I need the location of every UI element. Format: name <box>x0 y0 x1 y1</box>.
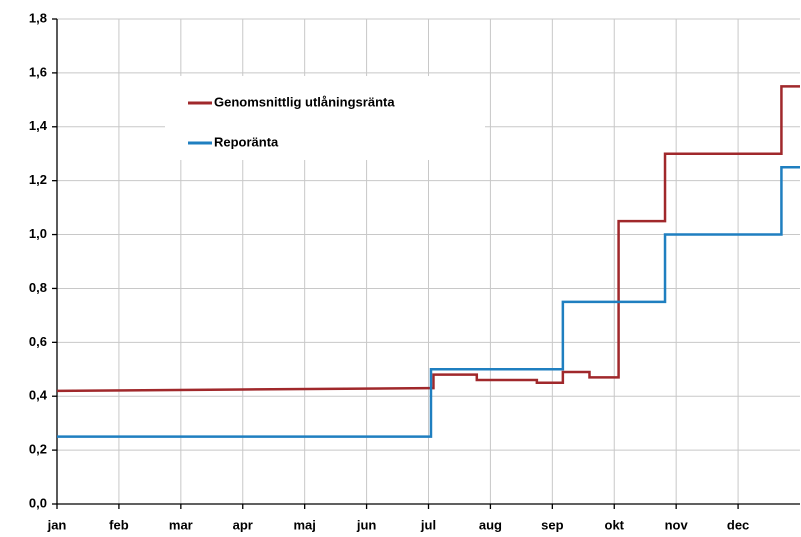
y-tick-label: 0,4 <box>29 388 48 403</box>
legend-label: Genomsnittlig utlåningsränta <box>214 94 395 109</box>
y-tick-label: 1,4 <box>29 118 48 133</box>
y-tick-label: 1,0 <box>29 226 47 241</box>
x-tick-label: jan <box>47 517 67 532</box>
x-tick-label: jul <box>420 517 436 532</box>
x-tick-label: sep <box>541 517 563 532</box>
y-tick-label: 1,8 <box>29 10 47 25</box>
data-line <box>57 165 800 438</box>
x-tick-label: feb <box>109 517 129 532</box>
y-tick-label: 1,6 <box>29 64 47 79</box>
x-tick-label: apr <box>233 517 253 532</box>
y-tick-label: 0,6 <box>29 334 47 349</box>
x-tick-label: dec <box>727 517 749 532</box>
data-line <box>56 85 800 393</box>
x-tick-label: mar <box>169 517 193 532</box>
x-tick-label: jun <box>356 517 377 532</box>
legend-box <box>165 76 485 160</box>
y-tick-label: 0,2 <box>29 442 47 457</box>
legend-label: Reporänta <box>214 134 279 149</box>
y-tick-label: 1,2 <box>29 172 47 187</box>
x-tick-label: aug <box>479 517 502 532</box>
y-tick-label: 0,8 <box>29 280 47 295</box>
legend: Genomsnittlig utlåningsränta Reporänta <box>165 76 485 160</box>
y-tick-label: 0,0 <box>29 495 47 510</box>
x-tick-label: maj <box>293 517 315 532</box>
x-tick-label: nov <box>665 517 689 532</box>
x-tick-label: okt <box>605 517 625 532</box>
